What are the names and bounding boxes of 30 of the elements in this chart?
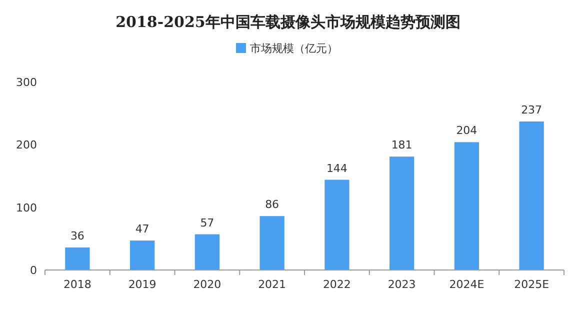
y-tick-label: 0 xyxy=(30,264,37,277)
data-label: 204 xyxy=(456,124,478,138)
x-tick-label: 2022 xyxy=(322,278,351,291)
legend-label: 市场规模（亿元） xyxy=(250,42,338,55)
data-label: 86 xyxy=(265,198,280,212)
data-label: 57 xyxy=(200,216,214,230)
chart-title: 2018-2025年中国车载摄像头市场规模趋势预测图 xyxy=(116,13,460,31)
data-label: 144 xyxy=(326,162,348,175)
x-tick-label: 2018 xyxy=(63,278,92,291)
bar xyxy=(389,156,414,270)
y-tick-label: 100 xyxy=(16,201,37,214)
x-tick-label: 2019 xyxy=(128,278,156,291)
bar xyxy=(324,180,350,270)
x-tick-label: 2021 xyxy=(258,278,286,291)
x-tick-label: 2024E xyxy=(449,278,484,291)
bar xyxy=(260,216,284,270)
bar xyxy=(519,121,544,270)
x-tick-label: 2023 xyxy=(388,278,416,291)
y-tick-label: 300 xyxy=(16,76,37,89)
bar xyxy=(130,240,155,270)
bar xyxy=(194,234,220,270)
data-label: 36 xyxy=(70,229,84,242)
y-tick-label: 200 xyxy=(16,138,37,152)
data-label: 47 xyxy=(135,222,150,236)
data-label: 181 xyxy=(391,138,412,152)
bar xyxy=(454,142,480,270)
x-tick-label: 2020 xyxy=(193,278,222,291)
data-label: 237 xyxy=(521,103,542,116)
x-tick-label: 2025E xyxy=(514,278,550,291)
bar xyxy=(65,247,90,270)
